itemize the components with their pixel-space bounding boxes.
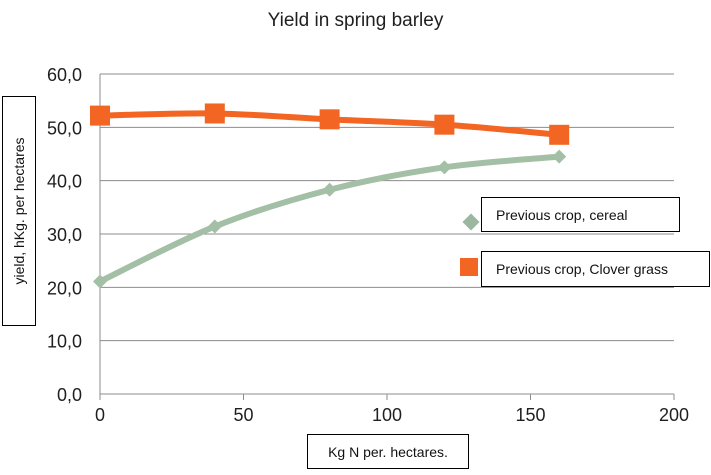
legend-label-cereal: Previous crop, cereal: [496, 206, 628, 223]
data-point-cereal-0: [93, 274, 107, 289]
y-tick-label: 60,0: [47, 65, 82, 85]
y-tick-label: 40,0: [47, 172, 82, 192]
legend-label-clover-grass: Previous crop, Clover grass: [496, 261, 668, 277]
x-axis-label-box: Kg N per. hectares.: [307, 434, 469, 469]
x-tick-label: 0: [95, 405, 105, 425]
data-point-clover-grass-4: [549, 124, 570, 145]
x-tick-label: 150: [515, 405, 545, 425]
x-tick-label: 100: [372, 405, 402, 425]
data-point-clover-grass-0: [90, 105, 110, 126]
y-tick-label: 30,0: [47, 225, 82, 245]
y-tick-label: 0,0: [57, 385, 82, 405]
data-point-cereal-1: [207, 219, 222, 234]
legend-marker-clover-grass: [460, 258, 478, 276]
x-tick-label: 200: [659, 405, 689, 425]
y-axis-label: yield, hKg. per hectares: [11, 137, 27, 285]
legend-entry-clover-grass: Previous crop, Clover grass: [481, 251, 710, 287]
x-tick-label: 50: [233, 405, 253, 425]
data-point-clover-grass-2: [319, 109, 340, 130]
data-point-clover-grass-1: [204, 103, 225, 124]
legend-entry-cereal: Previous crop, cereal: [481, 197, 680, 232]
x-axis-label: Kg N per. hectares.: [328, 443, 448, 460]
chart-title: Yield in spring barley: [267, 10, 444, 31]
data-point-cereal-3: [437, 160, 452, 175]
y-axis-label-box: yield, hKg. per hectares: [2, 96, 36, 326]
data-point-cereal-4: [552, 149, 567, 164]
y-tick-label: 20,0: [47, 278, 82, 298]
y-tick-label: 10,0: [47, 332, 82, 352]
y-tick-label: 50,0: [47, 118, 82, 138]
data-point-cereal-2: [322, 182, 337, 197]
data-point-clover-grass-3: [434, 114, 455, 135]
